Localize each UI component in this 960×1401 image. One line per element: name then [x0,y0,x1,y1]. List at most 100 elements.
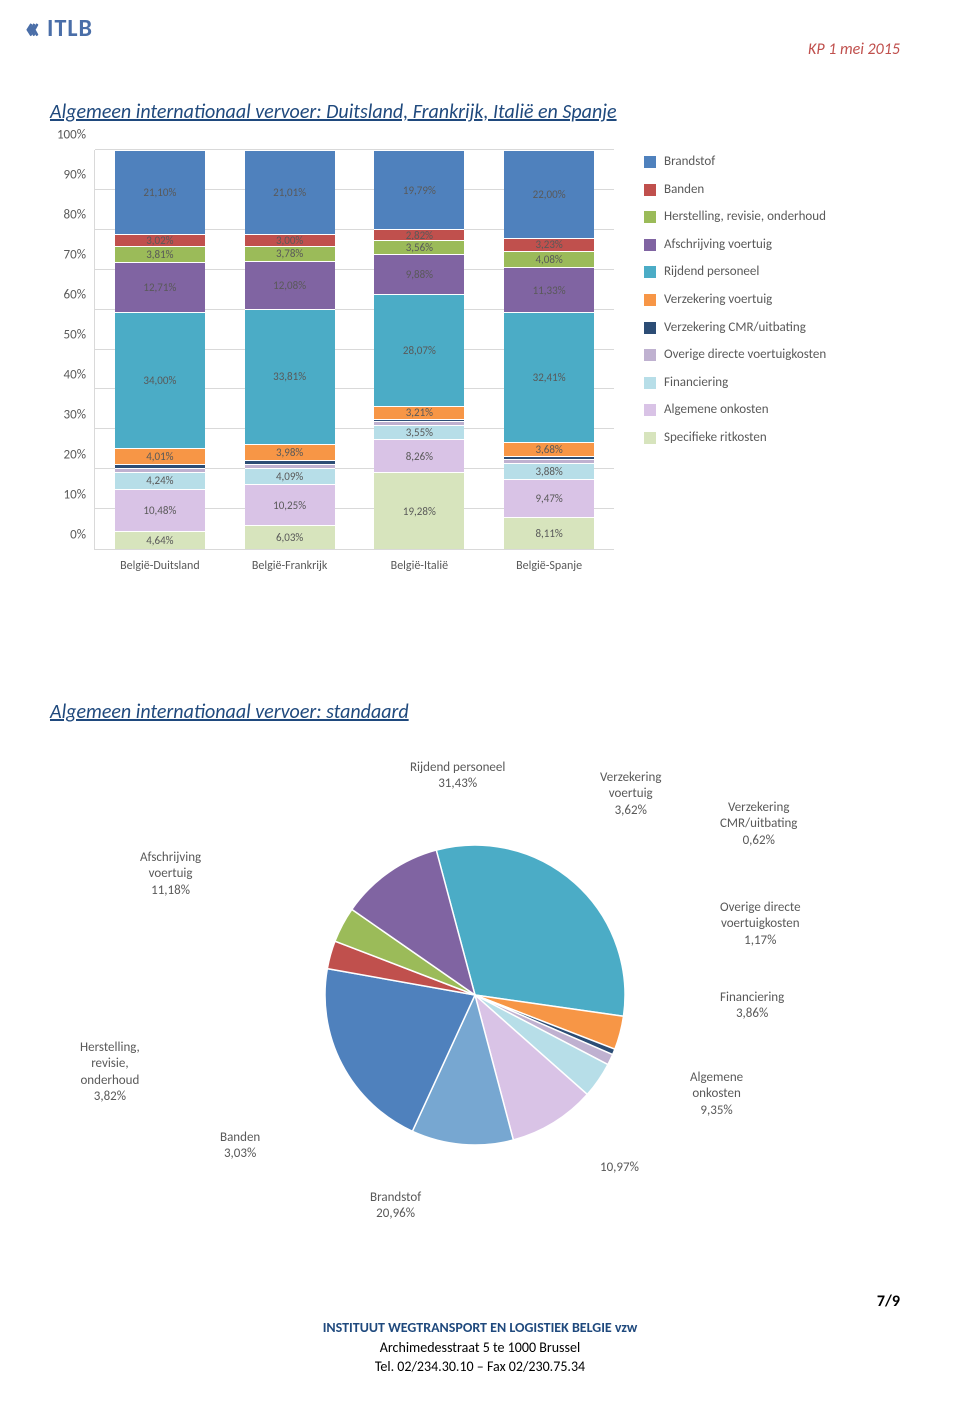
pie-label-algemene: Algemeneonkosten9,35% [690,1070,743,1119]
legend-swatch-icon [644,377,656,389]
bar-segment-rijdend: 34,00% [115,312,205,448]
pie-label-financiering: Financiering3,86% [720,990,784,1023]
legend-label: Specifieke ritkosten [664,430,767,446]
legend-swatch-icon [644,432,656,444]
logo: ‹‹‹ ITLB [24,12,93,44]
legend-row: Specifieke ritkosten [644,430,904,446]
pie-chart: Rijdend personeel31,43% Verzekeringvoertu… [60,760,900,1220]
legend-label: Brandstof [664,154,715,170]
bar-segment-verz_voertuig: 3,21% [374,406,464,419]
legend-label: Afschrijving voertuig [664,237,772,253]
bar-segment-algemene: 10,48% [115,489,205,531]
bar-segment-afschrijving: 12,71% [115,262,205,313]
legend-label: Herstelling, revisie, onderhoud [664,209,826,225]
bar-segment-specifieke: 4,64% [115,531,205,550]
y-tick: 90% [64,168,86,183]
legend-row: Banden [644,182,904,198]
bar-column: 6,03%10,25%4,09% 3,98%33,81%12,08%3,78%3,… [245,150,335,549]
legend-row: Rijdend personeel [644,264,904,280]
pie-svg [310,830,640,1160]
y-tick: 60% [64,288,86,303]
legend-label: Algemene onkosten [664,402,769,418]
legend-swatch-icon [644,156,656,168]
legend-label: Rijdend personeel [664,264,759,280]
y-tick: 100% [57,128,86,143]
legend-label: Verzekering CMR/uitbating [664,320,806,336]
pie-label-specifieke_unk: 10,97% [600,1160,639,1176]
legend-row: Financiering [644,375,904,391]
footer-org: INSTITUUT WEGTRANSPORT EN LOGISTIEK BELG… [323,1319,638,1336]
legend-swatch-icon [644,404,656,416]
legend-label: Banden [664,182,704,198]
plot-area: 4,64%10,48%4,24%4,01%34,00%12,71%3,81%3,… [94,150,614,550]
bar-segment-rijdend: 32,41% [504,312,594,441]
pie-label-afschrijving: Afschrijvingvoertuig11,18% [140,850,201,899]
bar-segment-financiering: 4,09% [245,468,335,484]
bar-column: 8,11%9,47%3,88%3,68%32,41%11,33%4,08%3,2… [504,150,594,549]
legend-label: Verzekering voertuig [664,292,772,308]
bar-column: 19,28%8,26%3,55%3,21%28,07%9,88%3,56%2,8… [374,150,464,549]
bar-segment-financiering: 3,88% [504,463,594,478]
pie-wrap [310,830,640,1160]
legend-row: Overige directe voertuigkosten [644,347,904,363]
footer: INSTITUUT WEGTRANSPORT EN LOGISTIEK BELG… [0,1318,960,1377]
bar-segment-brandstof: 21,01% [245,150,335,234]
legend-row: Verzekering CMR/uitbating [644,320,904,336]
bar-segment-banden: 2,82% [374,229,464,240]
bar-segment-algemene: 10,25% [245,484,335,525]
bar-segment-afschrijving: 11,33% [504,267,594,312]
legend-swatch-icon [644,294,656,306]
bar-segment-brandstof: 21,10% [115,150,205,234]
footer-addr: Archimedesstraat 5 te 1000 Brussel [380,1339,580,1356]
legend-row: Verzekering voertuig [644,292,904,308]
pie-label-rijdend: Rijdend personeel31,43% [410,760,505,793]
pie-label-brandstof: Brandstof20,96% [370,1190,421,1223]
bar-segment-algemene: 9,47% [504,479,594,517]
bar-segment-specifieke: 19,28% [374,472,464,549]
bar-segment-rijdend: 33,81% [245,309,335,444]
pie-label-banden: Banden3,03% [220,1130,260,1163]
bar-segment-algemene: 8,26% [374,439,464,472]
page-number: 7/9 [877,1292,900,1311]
bar-segment-banden: 3,02% [115,234,205,246]
y-tick: 10% [64,488,86,503]
legend-row: Afschrijving voertuig [644,237,904,253]
chart-title-pie: Algemeen internationaal vervoer: standaa… [50,700,409,724]
pie-label-overige: Overige directevoertuigkosten1,17% [720,900,801,949]
bar-segment-verz_voertuig: 3,98% [245,444,335,460]
pie-label-herstelling: Herstelling,revisie,onderhoud3,82% [80,1040,140,1105]
y-tick: 70% [64,248,86,263]
bar-segment-herstelling: 4,08% [504,251,594,267]
legend-label: Financiering [664,375,728,391]
bar-segment-financiering: 4,24% [115,472,205,489]
logo-text: ITLB [47,14,93,43]
bar-segment-specifieke: 6,03% [245,525,335,549]
pie-label-verz_cmr: VerzekeringCMR/uitbating0,62% [720,800,797,849]
bar-segment-afschrijving: 12,08% [245,261,335,309]
bar-segment-verz_voertuig: 3,68% [504,442,594,457]
legend-row: Herstelling, revisie, onderhoud [644,209,904,225]
bar-column: 4,64%10,48%4,24%4,01%34,00%12,71%3,81%3,… [115,150,205,549]
pie-label-verz_voertuig: Verzekeringvoertuig3,62% [600,770,661,819]
y-tick: 50% [64,328,86,343]
y-tick: 40% [64,368,86,383]
x-category: België-Spanje [516,559,582,573]
legend-swatch-icon [644,239,656,251]
bar-segment-verz_voertuig: 4,01% [115,448,205,464]
bar-segment-afschrijving: 9,88% [374,254,464,293]
bar-segment-herstelling: 3,78% [245,246,335,261]
header-date: KP 1 mei 2015 [808,40,900,59]
chart-title-bar: Algemeen internationaal vervoer: Duitsla… [50,100,617,124]
bar-segment-banden: 3,00% [245,234,335,246]
bar-segment-brandstof: 22,00% [504,150,594,238]
bar-segment-brandstof: 19,79% [374,150,464,229]
legend: Brandstof Banden Herstelling, revisie, ond… [644,150,904,590]
x-category: België-Frankrijk [252,559,328,573]
stacked-bar-chart: 0%10%20%30%40%50%60%70%80%90%100% 4,64%1… [40,150,920,590]
legend-swatch-icon [644,184,656,196]
legend-label: Overige directe voertuigkosten [664,347,826,363]
bar-segment-financiering: 3,55% [374,425,464,439]
logo-arrows-icon: ‹‹‹ [24,12,33,44]
legend-swatch-icon [644,211,656,223]
x-category: België-Italië [391,559,448,573]
